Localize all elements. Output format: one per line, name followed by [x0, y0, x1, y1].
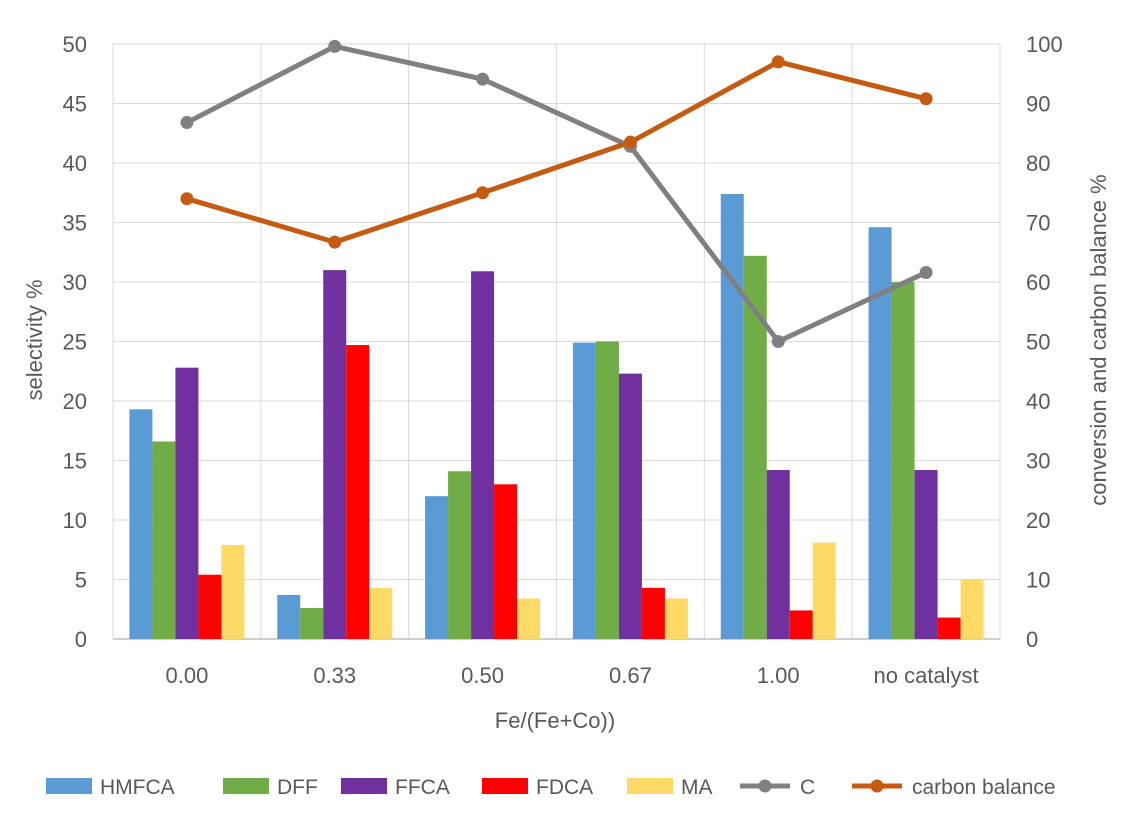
- y-tick-label: 50: [63, 32, 87, 57]
- legend-label-dff: DFF: [277, 776, 318, 799]
- bar-ffca: [175, 367, 199, 639]
- x-axis-label: Fe/(Fe+Co)): [495, 708, 615, 733]
- x-tick-label: 0.33: [313, 663, 356, 688]
- y-tick-label: 40: [63, 151, 87, 176]
- bar-ffca: [914, 470, 938, 639]
- bar-ma: [369, 587, 393, 639]
- bar-ffca: [618, 373, 642, 639]
- bar-ma: [517, 598, 541, 639]
- x-tick-label: 0.67: [609, 663, 652, 688]
- bar-fdca: [937, 617, 961, 639]
- bar-ma: [960, 579, 984, 639]
- gridlines: [112, 43, 1001, 640]
- bar-hmfca: [277, 594, 301, 639]
- legend-label-ffca: FFCA: [395, 776, 450, 799]
- point-carbon-balance: [476, 186, 490, 200]
- bar-hmfca: [868, 227, 892, 639]
- point-c: [771, 335, 785, 348]
- bar-ffca: [471, 271, 495, 639]
- y-tick-label: 15: [63, 449, 87, 474]
- point-carbon-balance: [328, 235, 342, 249]
- point-c: [919, 265, 933, 279]
- bar-dff: [448, 471, 472, 639]
- bar-fdca: [494, 484, 518, 639]
- legend-label-fdca: FDCA: [536, 776, 593, 799]
- y-right-tick-label: 50: [1026, 330, 1050, 355]
- y-axis-right-label: conversion and carbon balance %: [1086, 174, 1111, 505]
- y-tick-label: 0: [75, 627, 87, 652]
- y-right-tick-label: 60: [1026, 270, 1050, 295]
- legend-swatch-ma: [627, 778, 673, 794]
- bar-ma: [812, 542, 836, 639]
- bar-dff: [595, 341, 619, 639]
- bar-dff: [152, 441, 176, 639]
- legend-swatch-dff: [223, 778, 269, 794]
- y-tick-label: 35: [63, 211, 87, 236]
- bar-ma: [664, 598, 688, 639]
- legend-swatch-ffca: [341, 778, 387, 794]
- bar-ffca: [323, 270, 347, 639]
- y-right-tick-label: 70: [1026, 211, 1050, 236]
- legend-swatch-hmfca: [46, 778, 92, 794]
- bar-hmfca: [425, 496, 449, 639]
- bar-fdca: [641, 587, 665, 639]
- y-right-tick-label: 10: [1026, 568, 1050, 593]
- bar-ffca: [766, 470, 790, 639]
- bar-ma: [221, 544, 245, 639]
- x-tick-label: 0.00: [166, 663, 209, 688]
- bar-fdca: [789, 610, 813, 639]
- series-line-c: [185, 43, 928, 344]
- legend-marker-c: [758, 779, 772, 793]
- point-carbon-balance: [919, 92, 933, 106]
- bar-dff: [891, 282, 915, 639]
- bar-fdca: [346, 345, 370, 639]
- y-right-tick-label: 80: [1026, 151, 1050, 176]
- y-tick-label: 5: [75, 568, 87, 593]
- y-right-tick-label: 90: [1026, 92, 1050, 117]
- legend-label-carbon-balance: carbon balance: [912, 776, 1056, 799]
- bar-hmfca: [720, 193, 744, 639]
- bars: [129, 193, 984, 639]
- y-right-tick-label: 100: [1026, 32, 1063, 57]
- point-carbon-balance: [180, 192, 194, 206]
- y-tick-label: 30: [63, 270, 87, 295]
- bar-dff: [300, 608, 324, 639]
- point-c: [476, 72, 490, 86]
- point-c: [328, 39, 342, 53]
- y-tick-label: 45: [63, 92, 87, 117]
- legend-label-hmfca: HMFCA: [100, 776, 175, 799]
- y-tick-label: 20: [63, 389, 87, 414]
- y-right-tick-label: 40: [1026, 389, 1050, 414]
- legend-swatch-fdca: [482, 778, 528, 794]
- y-right-tick-label: 30: [1026, 449, 1050, 474]
- y-tick-label: 10: [63, 508, 87, 533]
- bar-dff: [743, 255, 767, 639]
- x-tick-label: 0.50: [461, 663, 504, 688]
- x-tick-label: 1.00: [757, 663, 800, 688]
- y-axis-label: selectivity %: [22, 279, 47, 400]
- bar-hmfca: [129, 409, 153, 639]
- legend-label-c: C: [800, 776, 815, 799]
- x-tick-label: no catalyst: [873, 663, 978, 688]
- bar-fdca: [198, 574, 222, 639]
- y-right-tick-label: 20: [1026, 508, 1050, 533]
- y-tick-label: 25: [63, 330, 87, 355]
- legend-marker-carbon-balance: [870, 779, 884, 793]
- tick-labels: 0 5 10 15 20 25 30 35 40 45 50 0 10 20 30 40 50 60 70 80 90 1…: [63, 32, 1063, 688]
- legend-label-ma: MA: [681, 776, 713, 799]
- series-line-carbon-balance: [186, 59, 927, 245]
- point-carbon-balance: [771, 55, 785, 69]
- bar-hmfca: [572, 342, 596, 639]
- lines: [180, 39, 933, 348]
- point-c: [180, 116, 194, 130]
- y-right-tick-label: 0: [1026, 627, 1038, 652]
- point-carbon-balance: [623, 135, 637, 149]
